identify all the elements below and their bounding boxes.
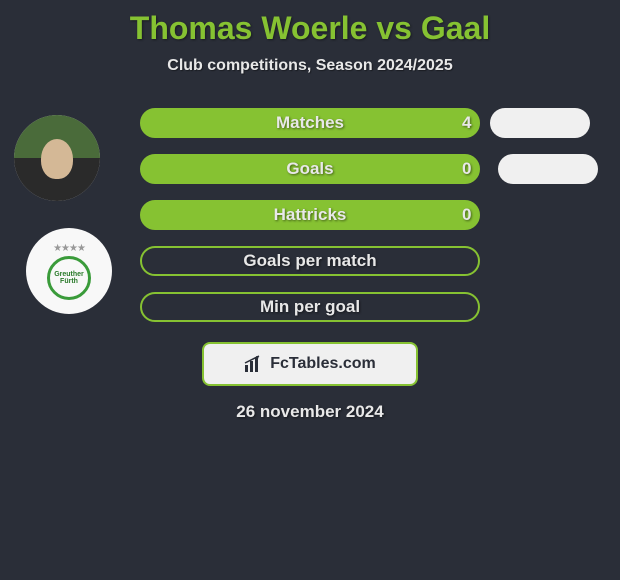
stat-label: Matches <box>276 113 344 133</box>
player1-bar: Goals per match <box>140 246 480 276</box>
player2-bar <box>490 108 590 138</box>
player1-bar: Hattricks 0 <box>140 200 480 230</box>
stat-row: Hattricks 0 <box>140 192 620 238</box>
page-title: Thomas Woerle vs Gaal <box>0 0 620 47</box>
player2-bar <box>498 154 598 184</box>
stat-row: Matches 4 <box>140 100 620 146</box>
stat-label: Hattricks <box>274 205 347 225</box>
comparison-chart: ★★★★ Greuther Fürth Matches4Goals0Hattri… <box>0 100 620 330</box>
stat-label: Min per goal <box>260 297 360 317</box>
brand-text: FcTables.com <box>270 355 376 373</box>
player1-bar: Matches 4 <box>140 108 480 138</box>
brand-logo[interactable]: FcTables.com <box>202 342 418 386</box>
stat-row: Goals per match <box>140 238 620 284</box>
player1-value: 4 <box>462 113 471 133</box>
stat-label: Goals per match <box>243 251 376 271</box>
stat-row: Min per goal <box>140 284 620 330</box>
player1-bar: Min per goal <box>140 292 480 322</box>
stat-rows: Matches 4 Goals 0 Hattricks 0 Goals per match M… <box>0 100 620 330</box>
page-subtitle: Club competitions, Season 2024/2025 <box>0 57 620 75</box>
footer-date: 26 november 2024 <box>0 402 620 422</box>
player1-value: 0 <box>462 205 471 225</box>
stat-row: Goals 0 <box>140 146 620 192</box>
player1-value: 0 <box>462 159 471 179</box>
stat-label: Goals <box>286 159 333 179</box>
bar-chart-icon <box>244 355 264 373</box>
player1-bar: Goals 0 <box>140 154 480 184</box>
